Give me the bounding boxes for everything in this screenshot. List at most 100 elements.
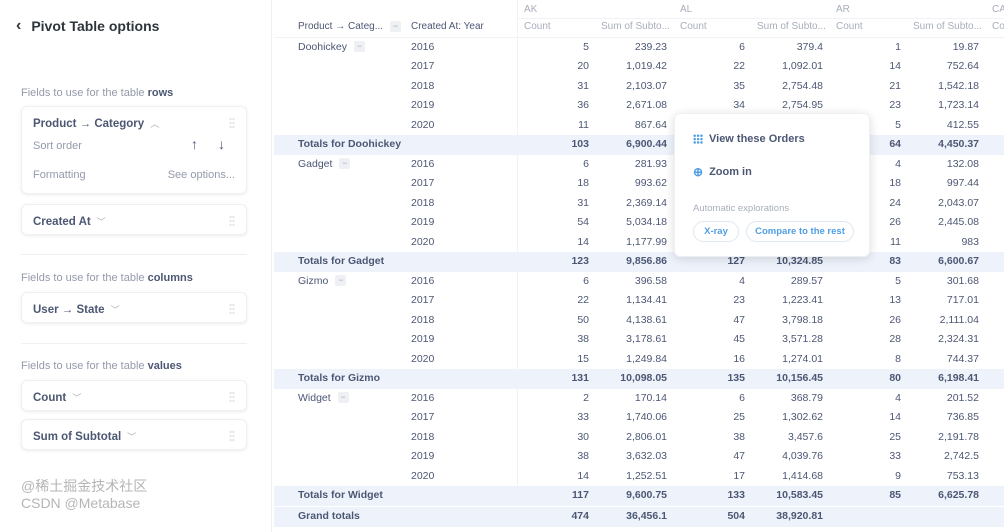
count-cell[interactable]: 34	[733, 99, 745, 111]
year-cell[interactable]: 2018	[411, 79, 435, 92]
sum-subtotal-cell[interactable]: 2,043.07	[938, 196, 979, 209]
count-cell[interactable]: 38	[733, 430, 745, 443]
column-header-value[interactable]: Count	[680, 21, 707, 32]
column-header-value[interactable]: Count	[836, 21, 863, 32]
count-cell[interactable]: 31	[577, 79, 589, 92]
count-cell[interactable]: 16	[733, 352, 745, 365]
count-cell[interactable]: 123	[571, 255, 589, 267]
sum-subtotal-cell[interactable]: 239.23	[634, 40, 667, 53]
chevron-down-icon[interactable]: ﹀	[96, 217, 106, 227]
count-cell[interactable]: 14	[577, 235, 589, 248]
count-cell[interactable]: 18	[577, 177, 589, 189]
count-cell[interactable]: 26	[889, 313, 901, 326]
sum-subtotal-cell[interactable]	[907, 507, 979, 527]
sum-subtotal-cell[interactable]: 10,156.45	[776, 372, 823, 384]
sum-subtotal-cell[interactable]: 368.79	[790, 391, 823, 404]
count-cell[interactable]: 8	[895, 352, 901, 365]
value-field-sum-subtotal[interactable]: Sum of Subtotal ﹀	[21, 419, 247, 450]
count-cell[interactable]: 14	[889, 60, 901, 72]
sum-subtotal-cell[interactable]: 301.68	[946, 274, 979, 287]
sum-subtotal-cell[interactable]: 717.01	[946, 294, 979, 306]
year-cell[interactable]: 2018	[411, 313, 435, 326]
row-header-year[interactable]: Created At: Year	[411, 21, 484, 32]
column-header-state[interactable]: AK	[524, 4, 538, 15]
sum-subtotal-cell[interactable]: 2,369.14	[626, 196, 667, 209]
year-cell[interactable]: 2019	[411, 99, 435, 111]
sum-subtotal-cell[interactable]: 997.44	[946, 177, 979, 189]
drag-handle-icon[interactable]	[229, 430, 235, 442]
count-cell[interactable]: 4	[895, 157, 901, 170]
column-header-state[interactable]: AL	[680, 4, 693, 15]
chevron-down-icon[interactable]: ﹀	[72, 393, 82, 403]
count-cell[interactable]: 127	[727, 255, 745, 267]
sum-subtotal-cell[interactable]: 289.57	[790, 274, 823, 287]
count-cell[interactable]: 18	[889, 177, 901, 189]
sum-subtotal-cell[interactable]: 6,198.41	[938, 372, 979, 384]
sum-subtotal-cell[interactable]: 3,632.03	[626, 450, 667, 462]
collapse-icon[interactable]: −	[337, 392, 349, 404]
sum-subtotal-cell[interactable]: 1,740.06	[626, 411, 667, 423]
count-cell[interactable]: 35	[733, 79, 745, 92]
collapse-icon[interactable]: −	[339, 158, 351, 170]
chevron-up-icon[interactable]: ︿	[150, 119, 160, 129]
sum-subtotal-cell[interactable]: 744.37	[946, 352, 979, 365]
year-cell[interactable]: 2017	[411, 60, 435, 72]
sum-subtotal-cell[interactable]: 6,600.67	[938, 255, 979, 267]
count-cell[interactable]: 47	[733, 450, 745, 462]
year-cell[interactable]: 2018	[411, 430, 435, 443]
count-cell[interactable]: 25	[889, 430, 901, 443]
sort-descending-icon[interactable]: ↓	[218, 136, 225, 152]
category-cell[interactable]: Doohickey −	[298, 38, 408, 58]
column-header-value[interactable]: Sum of Subto...	[601, 21, 670, 32]
sort-ascending-icon[interactable]: ↑	[191, 136, 198, 152]
xray-button[interactable]: X-ray	[693, 221, 739, 242]
collapse-icon[interactable]: −	[390, 21, 402, 32]
count-cell[interactable]: 83	[889, 255, 901, 267]
sum-subtotal-cell[interactable]: 19.87	[952, 40, 979, 53]
year-cell[interactable]: 2017	[411, 294, 435, 306]
count-cell[interactable]: 38	[577, 333, 589, 345]
count-cell[interactable]: 103	[571, 138, 589, 150]
count-cell[interactable]: 1	[895, 40, 901, 53]
sum-subtotal-cell[interactable]: 201.52	[946, 391, 979, 404]
count-cell[interactable]: 38	[577, 450, 589, 462]
sum-subtotal-cell[interactable]: 38,920.81	[776, 510, 823, 522]
count-cell[interactable]: 474	[571, 510, 589, 522]
sum-subtotal-cell[interactable]: 736.85	[946, 411, 979, 423]
year-cell[interactable]: 2019	[411, 450, 435, 462]
sum-subtotal-cell[interactable]: 993.62	[634, 177, 667, 189]
drag-handle-icon[interactable]	[229, 215, 235, 227]
year-cell[interactable]: 2016	[411, 274, 435, 287]
count-cell[interactable]: 5	[895, 274, 901, 287]
sum-subtotal-cell[interactable]: 3,178.61	[626, 333, 667, 345]
compare-to-rest-button[interactable]: Compare to the rest	[746, 221, 854, 242]
count-cell[interactable]: 15	[577, 352, 589, 365]
count-cell[interactable]: 47	[733, 313, 745, 326]
sum-subtotal-cell[interactable]: 10,324.85	[776, 255, 823, 267]
year-cell[interactable]: 2016	[411, 40, 435, 53]
sum-subtotal-cell[interactable]: 1,177.99	[626, 235, 667, 248]
count-cell[interactable]: 5	[895, 118, 901, 131]
category-cell[interactable]: Widget −	[298, 389, 408, 409]
drag-handle-icon[interactable]	[229, 303, 235, 315]
count-cell[interactable]: 50	[577, 313, 589, 326]
count-cell[interactable]: 31	[577, 196, 589, 209]
year-cell[interactable]: 2017	[411, 177, 435, 189]
count-cell[interactable]: 135	[727, 372, 745, 384]
sum-subtotal-cell[interactable]: 1,092.01	[782, 60, 823, 72]
count-cell[interactable]: 64	[889, 138, 901, 150]
sum-subtotal-cell[interactable]: 5,034.18	[626, 216, 667, 228]
count-cell[interactable]: 131	[571, 372, 589, 384]
sum-subtotal-cell[interactable]: 1,252.51	[626, 469, 667, 482]
count-cell[interactable]: 23	[889, 99, 901, 111]
count-cell[interactable]: 9	[895, 469, 901, 482]
sum-subtotal-cell[interactable]: 4,039.76	[782, 450, 823, 462]
chevron-down-icon[interactable]: ﹀	[110, 305, 120, 315]
count-cell[interactable]: 6	[739, 391, 745, 404]
collapse-icon[interactable]: −	[335, 275, 347, 287]
count-cell[interactable]: 11	[578, 118, 589, 131]
collapse-icon[interactable]: −	[354, 41, 366, 53]
count-cell[interactable]: 4	[895, 391, 901, 404]
count-cell[interactable]: 117	[572, 489, 589, 501]
year-cell[interactable]: 2020	[411, 469, 435, 482]
